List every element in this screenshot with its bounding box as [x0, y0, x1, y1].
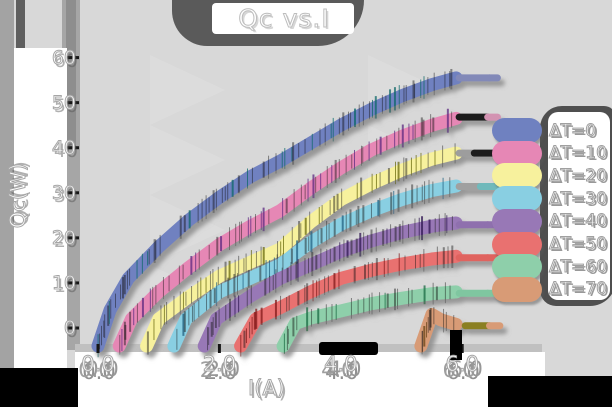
series-ΔT=60 [276, 282, 501, 354]
watermark-triangle [150, 125, 225, 195]
series-line [197, 216, 463, 353]
legend-label: ΔT=60 [549, 256, 608, 277]
y-tick-label: 10 [51, 271, 76, 294]
background-left-strip [0, 0, 14, 372]
legend-item-3: ΔT=30 [492, 186, 608, 212]
legend-swatch [492, 163, 542, 189]
black-corner-bottom-right [488, 376, 612, 407]
black-shadow-blob [319, 342, 378, 355]
x-tick-label: 6.0 [445, 352, 479, 377]
axis-spine-shadow-dark [66, 0, 76, 150]
y-tick-label: 0 [63, 317, 76, 340]
y-tick-label: 20 [51, 226, 76, 249]
legend-item-2: ΔT=20 [492, 163, 608, 189]
legend-item-1: ΔT=10 [492, 140, 608, 166]
y-axis-tick [66, 101, 79, 105]
y-axis-tick [66, 56, 79, 60]
legend-item-0: ΔT=0 [492, 118, 597, 143]
series-line [91, 71, 463, 353]
x-tick-label: 4.0 [324, 352, 358, 377]
legend-item-5: ΔT=50 [492, 231, 608, 257]
series-line [112, 111, 463, 353]
legend-label: ΔT=40 [549, 211, 608, 232]
legend-label: ΔT=0 [548, 120, 597, 141]
legend-swatch [492, 186, 542, 212]
y-axis-tick [66, 146, 79, 150]
series-ΔT=0 [91, 68, 501, 358]
background-dark-strip [16, 0, 25, 50]
y-axis-tick [66, 326, 79, 330]
legend-label: ΔT=70 [549, 279, 608, 300]
y-axis-tick [66, 191, 79, 195]
watermark-triangle [150, 195, 225, 265]
legend-swatch [492, 254, 542, 280]
series-line [276, 285, 463, 353]
legend-item-6: ΔT=60 [492, 254, 608, 280]
legend-label: ΔT=20 [549, 165, 608, 186]
x-axis-tick [96, 344, 100, 353]
series-ΔT=20 [140, 143, 501, 355]
y-tick-label: 60 [51, 46, 76, 69]
black-shadow-strip [450, 330, 462, 360]
legend-swatch [492, 118, 542, 143]
black-corner-bottom-left [0, 368, 78, 407]
y-tick-label: 30 [51, 181, 76, 204]
y-axis-tick [66, 281, 79, 285]
series-ΔT=10 [112, 108, 501, 355]
legend-swatch [492, 276, 542, 302]
legend-label: ΔT=30 [549, 188, 608, 209]
x-axis-tick [217, 344, 221, 353]
legend-swatch [492, 231, 542, 257]
x-axis-label: I(A) [248, 376, 286, 401]
legend-paper [548, 112, 610, 300]
watermark-triangle [150, 55, 225, 125]
legend-label: ΔT=10 [549, 143, 608, 164]
legend-item-7: ΔT=70 [492, 276, 608, 302]
axis-under-mound [75, 344, 542, 352]
ytick-paper-band [14, 48, 67, 372]
x-tick-label: 0.0 [81, 352, 115, 377]
xtick-paper-band [75, 352, 545, 407]
y-axis-tick [66, 236, 79, 240]
series-ΔT=70 [414, 307, 504, 355]
legend-item-4: ΔT=40 [492, 208, 608, 234]
legend-swatch [492, 208, 542, 234]
x-tick-label: 2.0 [202, 352, 237, 377]
y-tick-label: 40 [51, 136, 76, 159]
series-line [234, 249, 463, 353]
title-paper-band [212, 3, 354, 34]
chart-title: Qc vs.I [238, 4, 330, 34]
x-axis-tick [460, 344, 464, 353]
legend: ΔT=0 ΔT=10 ΔT=20 ΔT=30 ΔT=40 ΔT=50 ΔT=60 ΔT=70 [492, 104, 612, 306]
legend-label: ΔT=50 [549, 234, 608, 255]
series-ΔT=30 [167, 177, 501, 353]
y-tick-label: 50 [51, 91, 76, 114]
legend-swatch [492, 140, 542, 166]
y-axis-label: Qc(W) [6, 163, 31, 229]
